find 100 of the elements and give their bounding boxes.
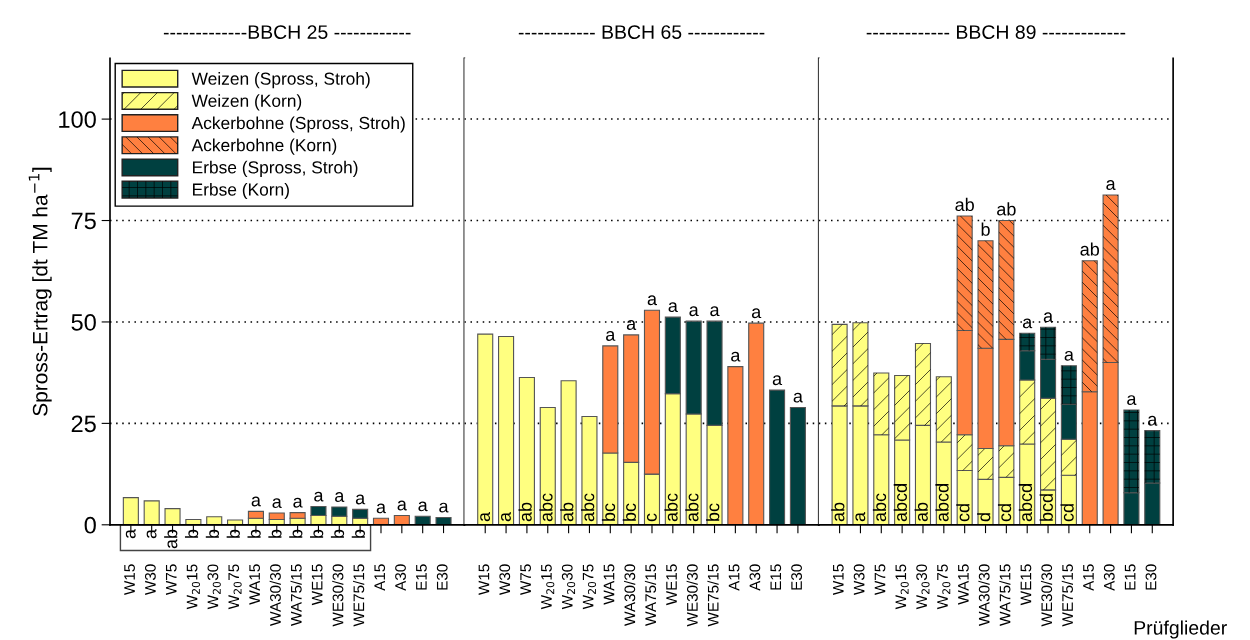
- bar: [477, 333, 494, 525]
- annotation: ab: [831, 502, 845, 522]
- annotation: abc: [685, 493, 699, 522]
- annotation: abc: [872, 493, 887, 522]
- legend-label: Weizen (Spross, Stroh): [191, 72, 370, 89]
- annotation: ab: [560, 502, 574, 522]
- annotation: a: [1064, 350, 1074, 361]
- x-tick-label: WA30/30: [978, 564, 990, 626]
- annotation: a: [314, 491, 324, 502]
- x-tick-label: WE30/30: [1040, 564, 1053, 627]
- annotation: ab: [164, 529, 178, 549]
- annotation: a: [1106, 180, 1116, 190]
- x-tick-label: W$_{20}$15: [895, 564, 909, 610]
- annotation: bc: [706, 503, 720, 521]
- bar: [539, 406, 556, 525]
- x-tick-label: E15: [416, 564, 427, 590]
- x-tick-label: W$_{20}$30: [916, 564, 930, 610]
- annotation: a: [501, 511, 511, 522]
- annotation: cd: [997, 504, 1012, 522]
- x-tick-label: WA15: [958, 564, 969, 605]
- x-tick-label: W$_{20}$30: [207, 564, 221, 610]
- x-tick-label: WE30/30: [332, 564, 344, 627]
- x-tick-label: A30: [1103, 564, 1115, 591]
- x-tick-label: WA15: [603, 564, 615, 605]
- y-tick-label: 0: [84, 516, 96, 534]
- annotation: b: [310, 529, 324, 538]
- annotation: abc: [581, 493, 595, 522]
- annotation: ab: [997, 202, 1016, 216]
- annotation: ab: [518, 502, 532, 522]
- x-tick-label: WE75/15: [707, 564, 719, 627]
- annotation: a: [146, 528, 157, 539]
- x-tick-label: WA75/15: [644, 564, 657, 626]
- x-tick-label: A15: [374, 564, 386, 591]
- annotation: a: [1043, 312, 1054, 323]
- x-tick-label: W75: [520, 564, 532, 596]
- annotation: ab: [914, 502, 928, 522]
- annotation: b: [981, 222, 990, 236]
- x-tick-label: A15: [1083, 564, 1094, 591]
- annotation: a: [731, 351, 741, 362]
- x-tick-label: W$_{20}$30: [561, 564, 576, 610]
- bar: [518, 376, 535, 525]
- legend-label: Erbse (Spross, Stroh): [193, 160, 358, 177]
- x-tick-label: WA30/30: [269, 564, 281, 626]
- annotation: a: [355, 494, 366, 505]
- x-tick-label: WA75/15: [290, 564, 302, 626]
- annotation: a: [772, 375, 783, 386]
- annotation: a: [1148, 415, 1158, 426]
- annotation: bcd: [1039, 494, 1053, 521]
- annotation: b: [289, 529, 303, 538]
- annotation: c: [646, 513, 657, 522]
- x-axis-title: Prüfglieder: [1134, 620, 1227, 639]
- annotation: a: [689, 306, 699, 317]
- annotation: b: [184, 529, 199, 538]
- annotation: abcd: [935, 484, 949, 522]
- annotation: b: [268, 529, 282, 538]
- x-tick-label: W75: [165, 564, 177, 596]
- x-tick-label: W$_{20}$75: [582, 564, 597, 610]
- annotation: abc: [664, 493, 678, 522]
- x-tick-label: WE15: [666, 564, 677, 606]
- chart-title: -------------BBCH 25 ------------: [163, 25, 411, 39]
- x-tick-label: E30: [791, 564, 803, 590]
- annotation: cd: [1060, 504, 1074, 522]
- annotation: d: [977, 513, 991, 522]
- annotation: ab: [1080, 242, 1100, 256]
- x-tick-label: W75: [874, 564, 886, 596]
- legend-label: Weizen (Korn): [191, 94, 302, 111]
- annotation: b: [205, 529, 220, 538]
- bar: [789, 406, 806, 525]
- y-tick-label: 50: [71, 314, 96, 331]
- x-tick-label: WE75/15: [1061, 564, 1073, 627]
- annotation: a: [710, 306, 720, 317]
- x-tick-label: WA15: [249, 564, 261, 605]
- x-tick-label: E15: [770, 564, 782, 590]
- annotation: a: [376, 503, 387, 514]
- x-tick-label: WE30/30: [686, 564, 698, 627]
- x-tick-label: E30: [436, 564, 448, 590]
- y-axis-title: Spross-Ertrag [dt TM ha$^{−1}$]: [28, 167, 52, 416]
- annotation: a: [855, 511, 866, 522]
- annotation: a: [626, 320, 637, 330]
- x-tick-label: W15: [833, 564, 844, 596]
- y-tick-label: 100: [59, 111, 96, 128]
- annotation: b: [351, 529, 365, 538]
- legend-label: Ackerbohne (Spross, Stroh): [191, 116, 405, 133]
- x-tick-label: WE75/15: [353, 564, 365, 627]
- bar: [748, 322, 765, 525]
- x-tick-label: W30: [853, 564, 865, 596]
- chart-title: ------------- BBCH 89 -------------: [866, 25, 1126, 39]
- y-tick-label: 25: [71, 415, 96, 433]
- x-tick-label: W15: [478, 564, 490, 596]
- annotation: abc: [539, 493, 553, 522]
- annotation: a: [668, 302, 678, 313]
- annotation: a: [606, 331, 616, 341]
- bar: [727, 366, 744, 525]
- x-tick-label: W$_{20}$15: [186, 564, 200, 610]
- annotation: a: [397, 500, 407, 511]
- bar: [560, 380, 577, 525]
- annotation: b: [330, 529, 345, 538]
- x-tick-label: WA30/30: [624, 564, 636, 626]
- x-tick-label: A30: [395, 564, 406, 591]
- annotation: a: [439, 502, 449, 513]
